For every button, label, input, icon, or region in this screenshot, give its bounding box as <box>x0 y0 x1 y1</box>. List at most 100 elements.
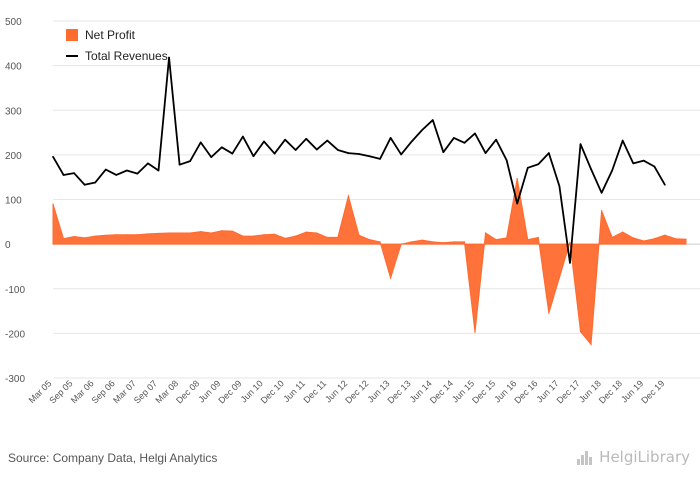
net-profit-point <box>442 242 444 244</box>
total-revenues-point <box>104 168 107 171</box>
total-revenues-point <box>294 149 297 151</box>
total-revenues-point <box>242 135 244 138</box>
net-profit-point <box>579 330 582 333</box>
net-profit-point <box>105 234 107 236</box>
net-profit-point <box>622 231 624 233</box>
net-profit-point <box>601 210 603 212</box>
x-tick-label: Sep 07 <box>132 378 159 405</box>
net-profit-point <box>157 232 160 235</box>
total-revenues-point <box>337 149 339 151</box>
legend-label-net-profit: Net Profit <box>85 28 136 42</box>
net-profit-point <box>643 240 645 242</box>
source-note: Source: Company Data, Helgi Analytics <box>8 451 218 465</box>
x-tick-label: Dec 19 <box>639 378 666 405</box>
total-revenues-point <box>136 172 139 175</box>
net-profit-point <box>421 239 423 241</box>
total-revenues-point <box>579 143 582 145</box>
net-profit-point <box>368 239 371 241</box>
net-profit-point <box>379 241 381 243</box>
net-profit-point <box>506 237 508 239</box>
y-tick-label: 100 <box>5 196 22 207</box>
total-revenues-point <box>400 153 402 156</box>
total-revenues-point <box>147 162 149 165</box>
x-tick-label: Dec 11 <box>301 378 328 405</box>
total-revenues-point <box>421 129 424 131</box>
net-profit-point <box>484 232 487 234</box>
legend-swatch-net-profit <box>66 29 78 41</box>
x-tick-label: Sep 06 <box>90 378 117 405</box>
total-revenues-point <box>442 151 445 153</box>
net-profit-point <box>273 233 276 235</box>
brand-name: HelgiLibrary <box>599 448 690 466</box>
y-tick-label: 0 <box>5 240 11 251</box>
total-revenues-point <box>189 160 191 162</box>
net-profit-point <box>516 177 518 180</box>
net-profit-point <box>548 312 550 314</box>
x-tick-label: Dec 13 <box>386 378 413 405</box>
total-revenues-point <box>474 132 476 135</box>
net-profit-point <box>252 235 255 237</box>
net-profit-point <box>674 238 677 240</box>
net-profit-point <box>590 343 592 346</box>
net-profit-point <box>73 235 75 238</box>
net-profit-point <box>527 239 529 241</box>
total-revenues-point <box>643 159 645 162</box>
total-revenues-point <box>621 139 624 142</box>
total-revenues-point <box>495 138 497 141</box>
x-tick-label: Dec 14 <box>428 378 455 405</box>
total-revenues-point <box>347 152 350 154</box>
grid <box>53 20 700 379</box>
total-revenues-line <box>52 56 666 264</box>
x-tick-label: Dec 09 <box>216 378 243 405</box>
net-profit-point <box>326 236 328 239</box>
net-profit-point <box>685 238 687 240</box>
net-profit-point <box>210 232 212 234</box>
revenue-line-group <box>52 56 666 264</box>
x-tick-label: Dec 10 <box>259 378 286 405</box>
legend[interactable]: Net Profit Total Revenues <box>66 28 168 63</box>
total-revenues-point <box>505 159 508 162</box>
net-profit-point <box>653 238 655 240</box>
total-revenues-point <box>221 146 223 149</box>
net-profit-point <box>432 241 434 243</box>
total-revenues-point <box>653 165 656 168</box>
y-tick-label: 200 <box>5 151 22 162</box>
total-revenues-point <box>62 174 65 176</box>
net-profit-point <box>168 232 170 234</box>
total-revenues-point <box>168 56 170 59</box>
total-revenues-point <box>52 155 54 158</box>
y-axis-ticks: 500 400 300 200 100 0 -100 -200 -300 <box>5 17 25 385</box>
x-tick-label: Dec 12 <box>343 378 370 405</box>
y-tick-label: -200 <box>5 329 25 340</box>
total-revenues-point <box>368 155 371 158</box>
net-profit-point <box>305 231 307 233</box>
net-profit-point <box>400 243 402 245</box>
brand-bars-icon <box>577 449 595 465</box>
net-profit-point <box>537 236 539 239</box>
x-tick-label: Dec 16 <box>512 378 539 405</box>
total-revenues-point <box>600 192 603 194</box>
y-tick-label: -100 <box>5 285 25 296</box>
net-profit-point <box>84 237 86 239</box>
net-profit-point <box>126 234 128 236</box>
total-revenues-point <box>284 138 286 141</box>
net-profit-point <box>200 231 202 233</box>
total-revenues-point <box>548 152 550 154</box>
net-profit-point <box>189 232 191 234</box>
total-revenues-point <box>315 148 318 151</box>
y-tick-label: 500 <box>5 17 22 28</box>
net-profit-point <box>664 234 666 236</box>
total-revenues-point <box>632 162 635 165</box>
total-revenues-point <box>326 139 329 142</box>
total-revenues-point <box>463 142 466 144</box>
y-tick-label: 300 <box>5 106 22 117</box>
net-profit-point <box>94 235 96 237</box>
total-revenues-point <box>453 137 455 139</box>
net-profit-point <box>263 234 265 236</box>
x-tick-label: Dec 17 <box>555 378 582 405</box>
total-revenues-point <box>94 181 96 184</box>
total-revenues-point <box>252 155 255 158</box>
net-profit-point <box>231 230 233 232</box>
total-revenues-point <box>73 172 75 174</box>
